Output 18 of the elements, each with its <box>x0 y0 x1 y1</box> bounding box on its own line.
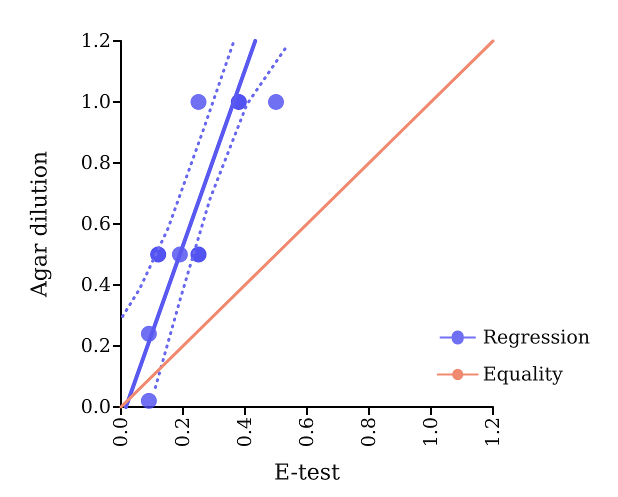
legend-label: Regression <box>482 326 590 348</box>
x-axis-title: E-test <box>274 460 340 486</box>
y-tick-label: 0.2 <box>80 335 111 357</box>
y-tick-label: 0.6 <box>80 213 111 235</box>
y-tick-label: 0.8 <box>80 152 111 174</box>
x-tick-label: 0.4 <box>234 417 256 448</box>
y-tick-label: 0.4 <box>80 274 111 296</box>
y-tick-label: 1.0 <box>80 91 111 113</box>
y-tick-label: 1.2 <box>80 30 111 52</box>
x-tick-label: 0.0 <box>110 417 132 448</box>
x-tick-label: 0.8 <box>358 417 380 448</box>
x-tick-label: 0.2 <box>172 417 194 448</box>
x-tick-label: 1.0 <box>420 417 442 448</box>
x-tick-label: 1.2 <box>482 417 504 448</box>
x-tick-label: 0.6 <box>296 417 318 448</box>
legend-label: Equality <box>482 364 564 386</box>
y-tick-label: 0.0 <box>80 396 111 418</box>
y-axis-title: Agar dilution <box>28 150 52 298</box>
